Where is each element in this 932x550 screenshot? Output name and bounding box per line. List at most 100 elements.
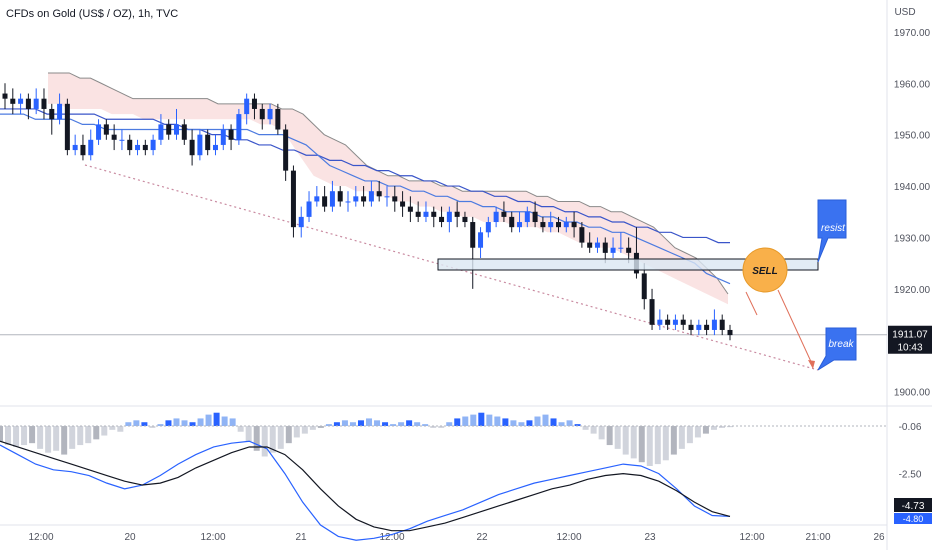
candle-body (485, 222, 491, 233)
candle-body (220, 129, 226, 145)
macd-histogram-bar (93, 426, 100, 440)
candle-body (602, 242, 608, 253)
candle-body (618, 247, 624, 249)
macd-histogram-bar (430, 426, 437, 428)
macd-histogram-bar (582, 426, 589, 430)
macd-histogram-bar (21, 426, 28, 446)
chart-title: CFDs on Gold (US$ / OZ), 1h, TVC (6, 8, 179, 20)
candle-body (470, 222, 476, 248)
time-tick-label: 12:00 (556, 532, 581, 543)
macd-histogram-bar (277, 426, 284, 449)
candle-body (439, 216, 445, 223)
macd-histogram-bar (0, 426, 3, 442)
candle-body (368, 191, 374, 202)
candle-body (524, 211, 530, 223)
macd-histogram-bar (357, 420, 364, 427)
candle-body (275, 108, 281, 130)
candle-body (501, 211, 507, 217)
macd-histogram-bar (574, 424, 581, 427)
macd-histogram-bar (710, 426, 717, 430)
candle-body (696, 324, 702, 330)
candle-body (88, 139, 94, 156)
candle-body (454, 211, 460, 217)
macd-histogram-bar (390, 424, 397, 427)
macd-histogram-bar (422, 424, 429, 427)
price-tick-label: 1940.00 (894, 182, 931, 193)
candle-body (283, 129, 289, 171)
resist-callout (817, 199, 847, 263)
candle-body (314, 196, 320, 202)
candle-body (680, 319, 686, 325)
time-tick-label: 26 (873, 532, 885, 543)
macd-level-label: -2.50 (899, 470, 922, 481)
candle-body (306, 201, 312, 217)
macd-histogram-bar (69, 426, 76, 449)
candle-body (719, 319, 725, 330)
macd-histogram-bar (341, 420, 348, 427)
candle-body (251, 98, 257, 109)
candle-body (103, 124, 109, 135)
macd-histogram-bar (566, 420, 573, 427)
sell-label: SELL (752, 266, 778, 277)
candle-body (641, 273, 647, 300)
candle-body (610, 247, 616, 253)
candle-body (72, 144, 78, 151)
candle-body (415, 211, 421, 217)
macd-histogram-bar (13, 426, 20, 447)
candle-body (25, 98, 31, 109)
candle-body (493, 211, 499, 223)
candle-body (657, 319, 663, 325)
candle-body (337, 191, 343, 202)
candle-body (704, 324, 710, 330)
signal-value-badge (894, 513, 932, 524)
macd-histogram-bar (77, 426, 84, 446)
candle-body (49, 108, 55, 120)
candle-body (189, 139, 195, 156)
macd-histogram-bar (61, 426, 68, 455)
macd-histogram-bar (374, 420, 381, 427)
macd-histogram-bar (189, 422, 196, 427)
candle-body (41, 98, 47, 109)
macd-histogram-bar (141, 422, 148, 427)
candle-body (688, 324, 694, 330)
candle-body (64, 103, 70, 151)
candle-body (727, 329, 733, 336)
macd-histogram-bar (125, 422, 132, 427)
candle-body (267, 108, 273, 120)
last-price-label: 1911.07 (892, 330, 928, 341)
macd-histogram-bar (727, 426, 733, 428)
macd-histogram-bar (205, 414, 212, 427)
moving-average-slow (0, 108, 730, 244)
macd-histogram-bar (406, 420, 413, 427)
price-tick-label: 1970.00 (894, 28, 931, 39)
signal-value-label: -4.80 (903, 514, 924, 524)
macd-histogram-bar (614, 426, 621, 449)
candle-body (509, 216, 515, 228)
macd-value-badge (894, 498, 932, 512)
macd-histogram-bar (462, 416, 469, 427)
candle-body (111, 134, 117, 140)
macd-histogram-bar (630, 426, 637, 459)
macd-histogram-bar (197, 418, 204, 427)
time-tick-label: 21:00 (805, 532, 830, 543)
candle-body (174, 124, 180, 135)
time-tick-label: 12:00 (28, 532, 53, 543)
candle-body (322, 196, 328, 207)
macd-histogram-bar (518, 422, 525, 427)
macd-histogram-label: -0.06 (899, 422, 922, 433)
candle-body (548, 222, 554, 228)
candle-body (540, 222, 546, 228)
candle-body (587, 242, 593, 248)
time-tick-label: 20 (124, 532, 136, 543)
currency-label: USD (894, 7, 915, 18)
price-tick-label: 1900.00 (894, 388, 931, 399)
macd-histogram-bar (229, 418, 236, 427)
macd-histogram-bar (486, 414, 493, 427)
candle-body (361, 196, 367, 202)
macd-histogram-bar (333, 422, 340, 427)
macd-histogram-bar (494, 416, 501, 427)
candle-body (33, 98, 39, 109)
candle-body (423, 211, 429, 217)
